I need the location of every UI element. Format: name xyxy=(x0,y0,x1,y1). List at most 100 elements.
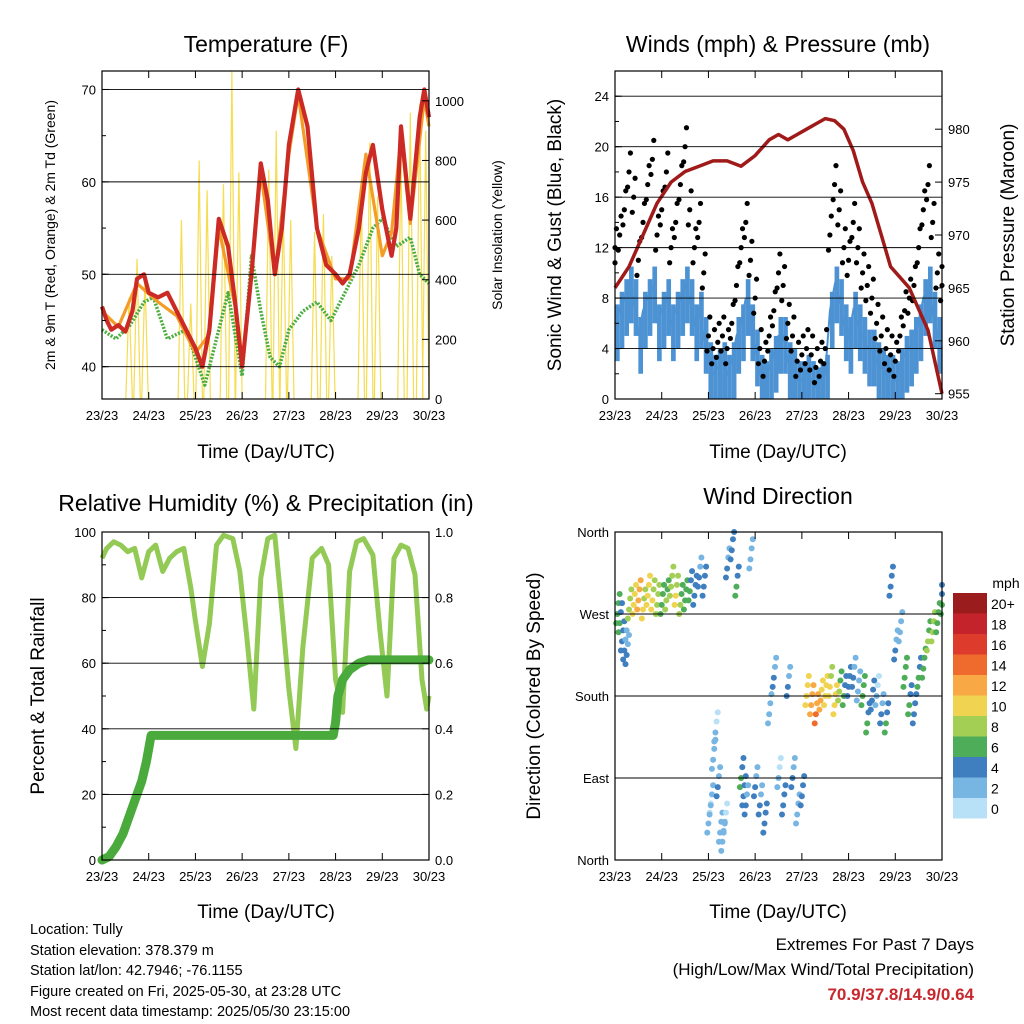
gust-point xyxy=(889,333,895,339)
wind-band xyxy=(722,342,728,399)
direction-point xyxy=(672,592,679,599)
direction-point xyxy=(910,711,917,718)
direction-point xyxy=(703,563,710,570)
direction-point xyxy=(759,782,766,789)
direction-point xyxy=(655,590,662,597)
gust-point xyxy=(785,320,791,326)
gust-point xyxy=(709,361,715,367)
humidity-panel: Relative Humidity (%) & Precipitation (i… xyxy=(28,490,474,923)
gust-point xyxy=(743,219,749,225)
xtick-label: 28/23 xyxy=(319,408,352,423)
extremes-subtitle: (High/Low/Max Wind/Total Precipitation) xyxy=(672,960,974,979)
ytick-label: 40 xyxy=(82,360,96,375)
wind-band xyxy=(801,361,807,399)
gust-point xyxy=(629,209,635,215)
wind-band xyxy=(661,291,667,349)
ytick-right-label: 960 xyxy=(948,334,970,349)
direction-point xyxy=(835,697,842,704)
gust-point xyxy=(858,285,864,291)
direction-point xyxy=(671,601,678,608)
xtick-label: 27/23 xyxy=(273,869,306,884)
direction-point xyxy=(755,811,762,818)
ytick-label: 0 xyxy=(89,853,96,868)
gust-point xyxy=(635,257,641,263)
gust-point xyxy=(870,276,876,282)
ytick-right-label: 1000 xyxy=(435,94,464,109)
wind-band xyxy=(708,342,714,399)
solar-spike xyxy=(219,184,228,400)
winds-xlabel: Time (Day/UTC) xyxy=(709,442,847,463)
direction-point xyxy=(651,577,658,584)
gust-point xyxy=(819,339,825,345)
gust-point xyxy=(618,213,624,219)
gust-point xyxy=(715,339,721,345)
direction-point xyxy=(713,718,720,725)
direction-point xyxy=(643,601,650,608)
gust-point xyxy=(667,260,673,266)
wind-band xyxy=(629,266,634,324)
direction-point xyxy=(912,700,919,707)
direction-point xyxy=(767,700,774,707)
direction-point xyxy=(648,606,655,613)
colorbar-swatch xyxy=(953,613,987,634)
xtick-label: 29/23 xyxy=(879,869,912,884)
wind-band xyxy=(918,304,924,362)
gust-point xyxy=(705,333,712,339)
direction-point xyxy=(804,682,811,689)
direction-point xyxy=(642,586,649,593)
gust-point xyxy=(758,327,764,333)
ytick-right-label: 0.4 xyxy=(435,722,453,737)
winds-series xyxy=(612,116,945,399)
xtick-label: 26/23 xyxy=(739,408,772,423)
direction-point xyxy=(623,652,630,658)
wind-band xyxy=(773,335,779,393)
ytick-right-label: 965 xyxy=(948,281,970,296)
direction-point xyxy=(793,820,800,827)
gust-point xyxy=(685,222,691,228)
gust-point xyxy=(673,219,679,225)
direction-point xyxy=(919,674,926,681)
ytick-right-label: 0.2 xyxy=(435,787,453,802)
direction-point xyxy=(863,729,870,736)
rh-line xyxy=(99,532,432,751)
direction-point xyxy=(658,601,665,608)
direction-point xyxy=(649,597,656,604)
direction-point xyxy=(732,592,739,599)
direction-point xyxy=(668,583,675,590)
wind-band xyxy=(647,279,653,336)
ytick-right-label: 0.8 xyxy=(435,591,453,606)
direction-point xyxy=(838,668,845,675)
wind-band xyxy=(881,348,886,399)
wind-band xyxy=(675,291,681,349)
gust-point xyxy=(874,320,880,326)
direction-point xyxy=(878,711,885,718)
direction-point xyxy=(698,554,705,561)
gust-point xyxy=(739,226,746,232)
gust-point xyxy=(821,361,827,367)
wind-band xyxy=(619,291,625,349)
direction-series xyxy=(613,529,945,854)
gust-point xyxy=(771,308,777,314)
direction-point xyxy=(786,672,793,679)
direction-point xyxy=(626,606,633,613)
xtick-label: 23/23 xyxy=(599,869,632,884)
direction-point xyxy=(761,820,768,827)
direction-point xyxy=(679,581,686,588)
direction-point xyxy=(816,706,823,713)
gust-point xyxy=(767,314,774,320)
gust-point xyxy=(856,226,862,232)
gust-point xyxy=(926,163,932,169)
direction-point xyxy=(887,583,894,590)
direction-point xyxy=(699,592,706,599)
direction-point xyxy=(901,674,908,681)
created-text: Figure created on Fri, 2025-05-30, at 23… xyxy=(30,983,342,1000)
direction-point xyxy=(874,682,881,689)
direction-point xyxy=(900,683,907,690)
direction-point xyxy=(659,590,666,597)
winds-panel: Winds (mph) & Pressure (mb) 0 4 8 12 16 20 24 9… xyxy=(545,31,1019,463)
direction-point xyxy=(886,592,893,599)
gust-point xyxy=(934,270,940,276)
gust-point xyxy=(872,335,878,342)
ytick-right-label: 975 xyxy=(948,175,970,190)
direction-point xyxy=(774,784,781,791)
